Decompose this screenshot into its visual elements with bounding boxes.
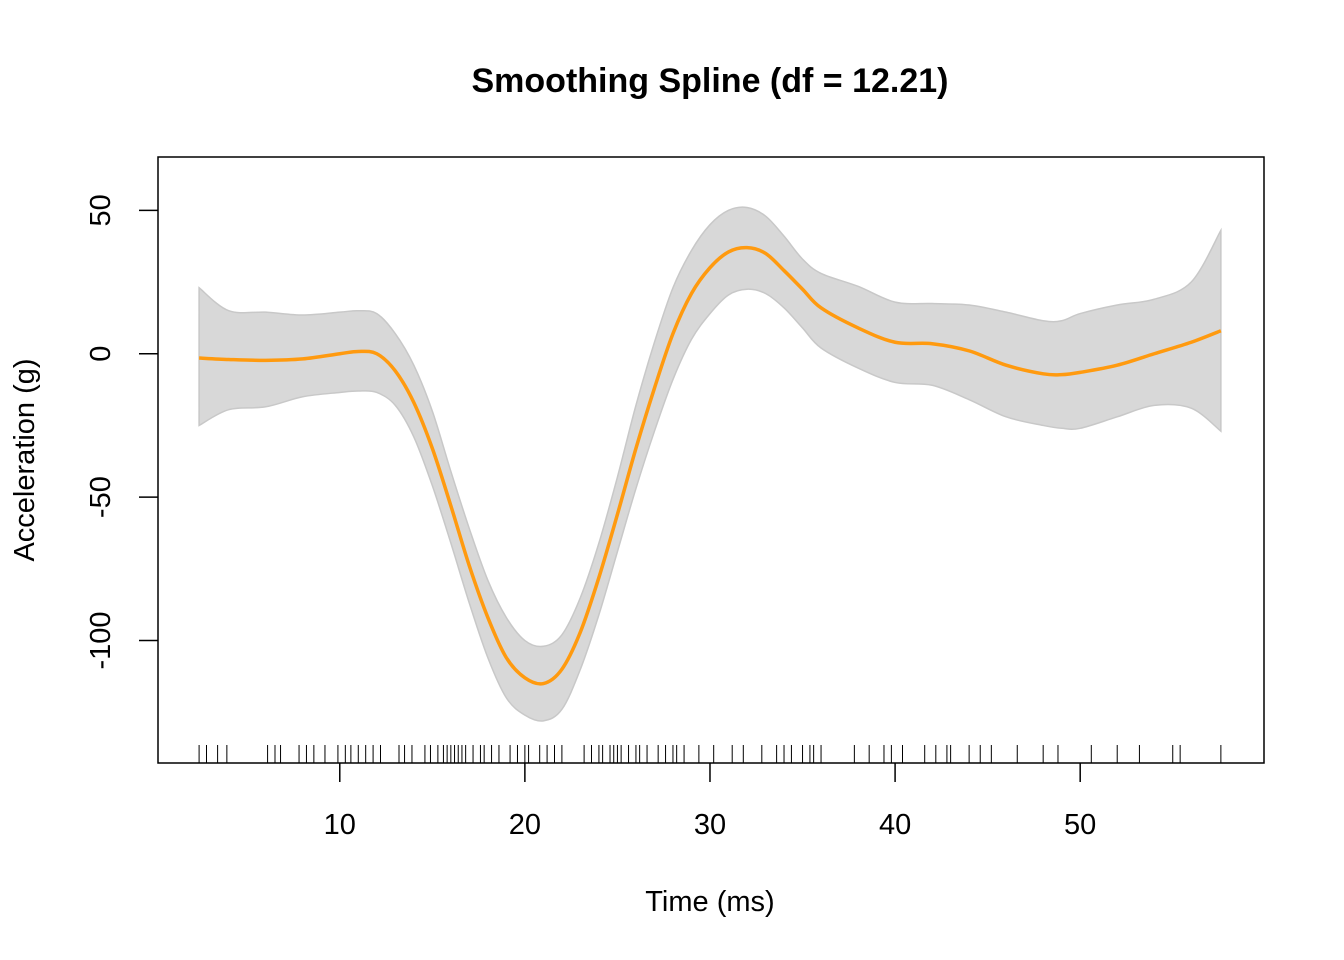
y-axis: -100 -50 0 50 [85,194,158,670]
y-tick-label: -50 [85,476,117,518]
plot-frame [157,156,1265,764]
spline-fit-line [199,245,1222,686]
y-tick-label: -100 [85,612,117,670]
confidence-band [198,206,1222,722]
y-axis-label: Acceleration (g) [9,358,41,561]
plot-area [198,206,1222,763]
x-tick-label: 50 [1064,809,1096,841]
y-tick-label: 0 [85,346,117,362]
x-axis-label: Time (ms) [645,886,774,918]
chart-title: Smoothing Spline (df = 12.21) [472,62,949,100]
rug-marks [198,745,1222,763]
y-tick-label: 50 [85,194,117,226]
x-tick-label: 30 [694,809,726,841]
x-axis: 10 20 30 40 50 [324,763,1096,841]
x-tick-label: 40 [879,809,911,841]
x-tick-label: 20 [509,809,541,841]
x-tick-label: 10 [324,809,356,841]
